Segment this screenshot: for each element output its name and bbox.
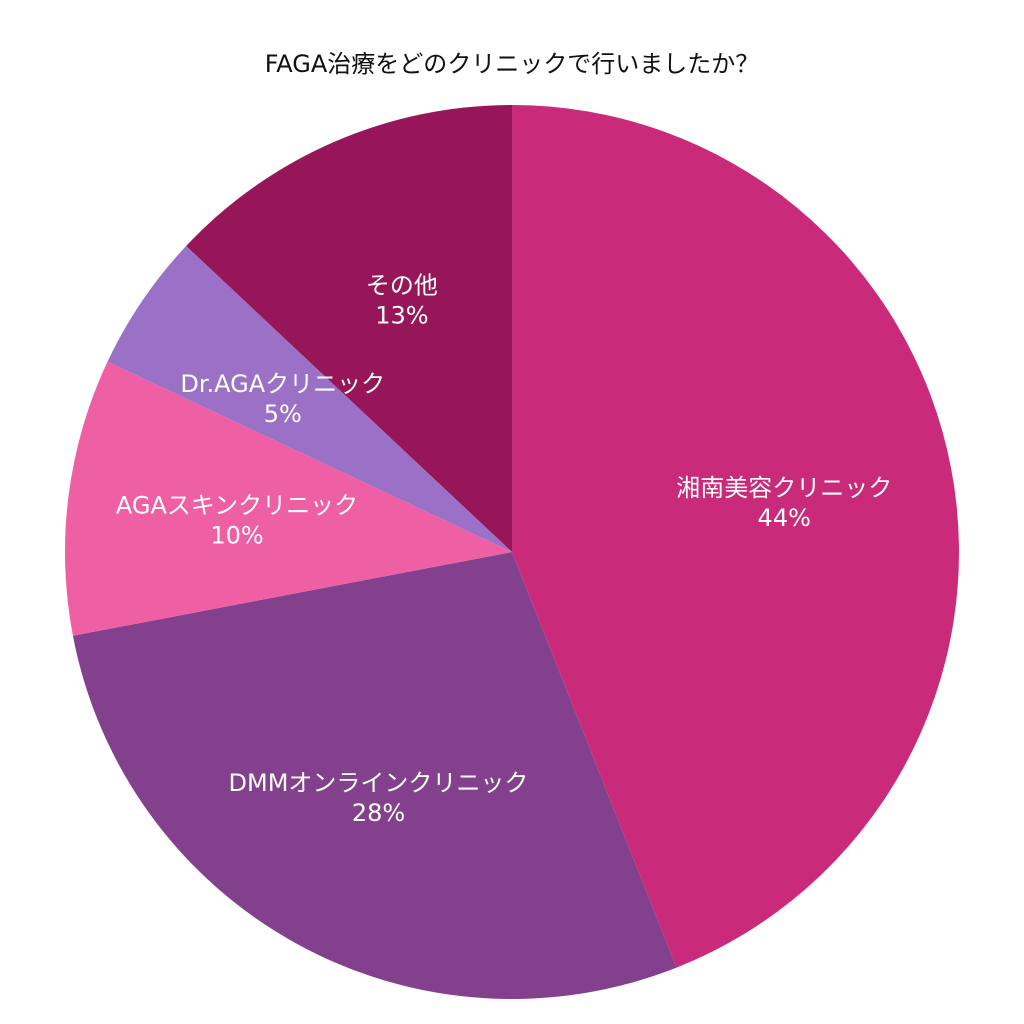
slice-label-2: AGAスキンクリニック — [116, 491, 358, 519]
pie-slice-3 — [107, 246, 513, 552]
pie-slices — [65, 105, 959, 1000]
pie-slice-2 — [65, 361, 513, 636]
pie-slice-1 — [72, 552, 677, 1000]
slice-value-label-2: 10% — [210, 521, 263, 549]
slice-label-0: 湘南美容クリニック — [676, 474, 892, 502]
chart-title: FAGA治療をどのクリニックで行いましたか？ — [264, 50, 760, 78]
slice-value-label-4: 13% — [375, 302, 428, 330]
slice-label-1: DMMオンラインクリニック — [229, 769, 529, 797]
slice-label-3: Dr.AGAクリニック — [180, 370, 385, 398]
pie-slice-0 — [512, 105, 959, 968]
pie-labels: 湘南美容クリニック44%DMMオンラインクリニック28%AGAスキンクリニック1… — [116, 272, 892, 827]
slice-value-label-3: 5% — [264, 400, 302, 428]
slice-value-label-1: 28% — [352, 799, 405, 827]
slice-value-label-0: 44% — [758, 504, 811, 532]
pie-slice-4 — [186, 105, 513, 552]
slice-label-4: その他 — [366, 272, 438, 300]
